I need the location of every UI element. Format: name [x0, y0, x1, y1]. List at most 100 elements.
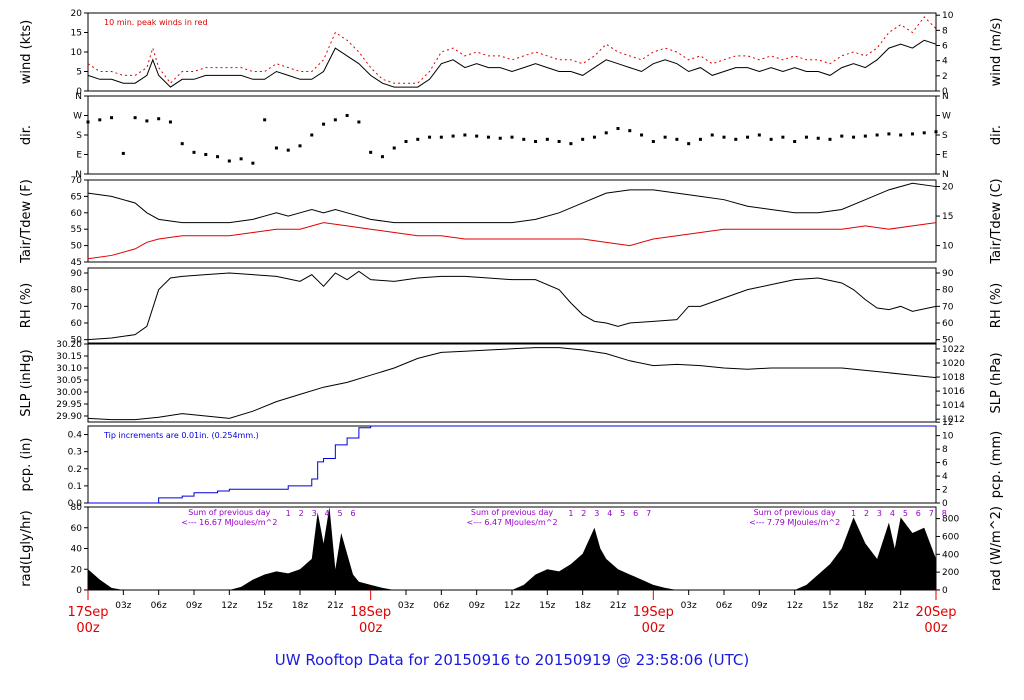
day-label-hour: 00z [924, 621, 948, 636]
rh-left-tick-label: 90 [71, 269, 83, 279]
dir-data-point [769, 137, 773, 141]
dir-data-point [698, 137, 702, 141]
wind-left-tick-label: 5 [76, 68, 82, 78]
rad-peak-number: 1 [286, 509, 291, 518]
pcp-right-axis-label: pcp. (mm) [989, 431, 1004, 498]
dir-left-tick-label: N [75, 92, 82, 102]
slp-right-tick-label: 1020 [942, 359, 965, 369]
rad-daily-sum-annotation: <--- 7.79 MJoules/m^2 [749, 518, 840, 527]
slp-right-tick-label: 1022 [942, 345, 965, 355]
rad-peak-number: 2 [581, 509, 586, 518]
wind-left-axis-label: wind (kts) [19, 20, 34, 84]
dir-data-point [581, 137, 585, 141]
dir-data-point [428, 135, 432, 139]
dir-left-tick-label: N [75, 170, 82, 180]
x-tick-label: 09z [186, 601, 202, 611]
rad-peak-number: 5 [337, 509, 342, 518]
dir-data-point [486, 135, 490, 139]
dir-data-point [934, 130, 938, 134]
x-tick-label: 18z [575, 601, 591, 611]
day-label-date: 18Sep [350, 605, 391, 620]
dir-data-point [369, 150, 373, 154]
pcp-right-tick-label: 12 [942, 418, 953, 428]
dir-data-point [145, 119, 149, 123]
slp-left-tick-label: 29.90 [56, 412, 82, 422]
wind-right-tick-label: 2 [942, 72, 948, 82]
rad-right-tick-label: 600 [942, 532, 959, 542]
temp-left-tick-label: 60 [71, 209, 83, 219]
x-tick-label: 15z [257, 601, 273, 611]
dir-data-point [322, 122, 326, 126]
rad-left-tick-label: 0 [76, 586, 82, 596]
dir-data-point [121, 151, 125, 155]
pcp-left-tick-label: 0.2 [68, 465, 82, 475]
rh-right-axis-label: RH (%) [989, 283, 1004, 328]
dir-data-point [168, 120, 172, 124]
rad-peak-number: 4 [607, 509, 612, 518]
dir-right-tick-label: S [942, 131, 948, 141]
temp-right-axis-label: Tair/Tdew (C) [989, 178, 1004, 264]
dir-data-point [840, 134, 844, 138]
temp-left-tick-label: 50 [71, 242, 83, 252]
dir-data-point [887, 132, 891, 136]
wind-left-tick-label: 10 [71, 48, 83, 58]
pcp-left-tick-label: 0.1 [68, 482, 82, 492]
dir-data-point [651, 140, 655, 143]
slp-right-axis-label: SLP (hPa) [989, 352, 1004, 413]
dir-data-point [392, 146, 396, 150]
rh-left-tick-label: 80 [71, 286, 83, 296]
temp-series-secondary [87, 222, 937, 260]
slp-left-tick-label: 29.95 [56, 400, 82, 410]
dir-data-point [804, 135, 808, 139]
dir-data-point [675, 137, 679, 141]
day-label-date: 20Sep [915, 605, 956, 620]
slp-right-tick-label: 1014 [942, 401, 965, 411]
x-tick-label: 06z [716, 601, 732, 611]
temp-left-tick-label: 45 [71, 258, 82, 268]
dir-data-point [133, 116, 137, 120]
rh-left-tick-label: 70 [71, 302, 83, 312]
dir-data-point [534, 140, 538, 143]
rad-peak-number: 7 [929, 509, 934, 518]
dir-data-point [475, 134, 479, 138]
wind-right-tick-label: 6 [942, 42, 948, 52]
dir-data-point [781, 135, 785, 139]
rad-series-area [88, 507, 936, 590]
wind-left-tick-label: 0 [76, 87, 82, 97]
dir-data-point [227, 159, 231, 163]
rad-daily-sum-annotation: <--- 6.47 MJoules/m^2 [466, 518, 557, 527]
rad-peak-number: 3 [877, 509, 882, 518]
rad-daily-sum-annotation: Sum of previous day [754, 508, 836, 517]
pcp-right-tick-label: 0 [942, 499, 948, 509]
dir-data-point [310, 133, 314, 137]
rad-peak-number: 3 [312, 509, 317, 518]
rad-peak-number: 8 [942, 509, 947, 518]
dir-data-point [98, 118, 102, 122]
dir-data-point [557, 140, 561, 143]
dir-data-point [463, 133, 467, 137]
x-tick-label: 12z [504, 601, 520, 611]
dir-data-point [710, 133, 714, 137]
dir-data-point [616, 127, 620, 130]
slp-right-tick-label: 1012 [942, 415, 965, 425]
dir-data-point [852, 135, 856, 139]
dir-data-point [239, 157, 243, 161]
rh-right-tick-label: 90 [942, 269, 954, 279]
rad-right-tick-label: 800 [942, 515, 959, 525]
slp-right-tick-label: 1016 [942, 387, 965, 397]
temp-left-tick-label: 65 [71, 192, 82, 202]
rad-right-tick-label: 200 [942, 568, 959, 578]
rad-left-axis-label: rad(Lgly/hr) [19, 510, 34, 586]
dir-data-point [274, 146, 278, 150]
x-tick-label: 21z [893, 601, 909, 611]
temp-left-axis-label: Tair/Tdew (F) [19, 179, 34, 264]
dir-data-point [569, 142, 573, 146]
rh-right-tick-label: 70 [942, 302, 954, 312]
rad-peak-number: 4 [325, 509, 330, 518]
rad-peak-number: 5 [903, 509, 908, 518]
dir-right-tick-label: W [942, 112, 951, 122]
dir-data-point [404, 140, 408, 143]
x-tick-label: 12z [787, 601, 803, 611]
wind-right-axis-label: wind (m/s) [989, 18, 1004, 87]
dir-right-tick-label: N [942, 170, 949, 180]
